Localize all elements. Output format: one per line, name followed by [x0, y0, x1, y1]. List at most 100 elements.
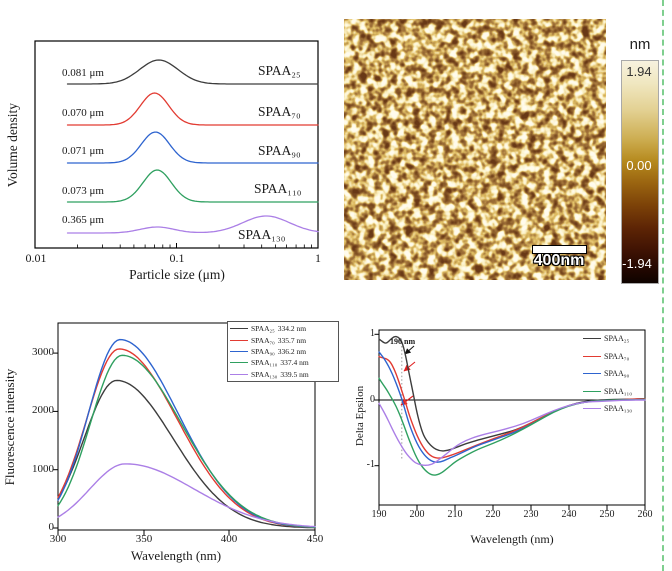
legend-entry: SPAA₉₀ 336.2 nm	[230, 346, 336, 357]
fluor-y-axis-label: Fluorescence intensity	[2, 368, 17, 486]
fluor-ytick-1000: 1000	[32, 463, 54, 475]
legend-peak-value: 336.2 nm	[277, 346, 307, 356]
peak-size-label: 0.071 μm	[62, 145, 104, 157]
x-ticks	[57, 530, 316, 535]
dls-x-axis-label: Particle size (μm)	[129, 267, 225, 282]
dls-xtick-0.01: 0.01	[25, 251, 47, 265]
legend-entry: SPAA₉₀	[583, 365, 632, 383]
afm-texture	[344, 19, 606, 280]
afm-image: 400nm	[344, 19, 606, 280]
series-label: SPAA₁₁₀	[254, 181, 302, 196]
legend-entry: SPAA₇₀ 335.7 nm	[230, 334, 336, 345]
x-ticks	[378, 505, 646, 510]
x-major-ticks	[34, 243, 319, 248]
legend-series-name: SPAA₉₀	[604, 369, 630, 379]
dls-xtick-0.1: 0.1	[169, 251, 185, 265]
fluor-xtick-400: 400	[220, 533, 238, 545]
colorbar-unit: nm	[629, 36, 651, 53]
cd-y-axis-label: Delta Epsilon	[354, 385, 366, 447]
legend-peak-value: 337.4 nm	[280, 358, 309, 368]
y-ticks	[374, 333, 379, 467]
axis-frame	[378, 329, 646, 506]
legend-series-name: SPAA₇₀	[251, 335, 275, 345]
series-label: SPAA₇₀	[258, 104, 301, 119]
legend-entry: SPAA₇₀	[583, 348, 632, 366]
axis-frame	[57, 322, 316, 531]
cd-xtick-190: 190	[371, 509, 387, 520]
fluorescence-plot-area	[53, 322, 316, 535]
peak-size-label: 0.070 μm	[62, 107, 104, 119]
cd-xtick-250: 250	[599, 509, 615, 520]
peak-size-label: 0.081 μm	[62, 67, 104, 79]
cd-ytick-1: 1	[370, 328, 375, 339]
legend-peak-value: 335.7 nm	[277, 335, 307, 345]
legend-series-name: SPAA₂₅	[604, 334, 630, 344]
legend-series-name: SPAA₁₃₀	[251, 369, 278, 379]
colorbar-max: 1.94	[626, 64, 652, 79]
series-label: SPAA₁₃₀	[238, 227, 286, 242]
series-label: SPAA₂₅	[258, 63, 301, 78]
legend-line-sample	[583, 390, 601, 392]
legend-line-sample	[230, 350, 248, 352]
cd-x-axis-label: Wavelength (nm)	[470, 532, 554, 546]
fluor-xtick-350: 350	[135, 533, 153, 545]
fluor-ytick-0: 0	[48, 521, 55, 533]
panel-cd-spectra: Delta Epsilon 196 nm 1 0 -1 190 200 210 …	[340, 300, 672, 571]
cd-xtick-210: 210	[447, 509, 463, 520]
cd-ytick-0: 0	[370, 394, 375, 405]
peak-size-label: 0.073 μm	[62, 185, 104, 197]
cd-xtick-240: 240	[561, 509, 577, 520]
legend-peak-value: 339.5 nm	[280, 369, 309, 379]
fluor-xtick-300: 300	[49, 533, 67, 545]
legend-line-sample	[583, 355, 601, 357]
fluor-x-axis-label: Wavelength (nm)	[130, 548, 222, 563]
legend-peak-value: 334.2 nm	[277, 324, 307, 334]
peak-size-label: 0.365 μm	[62, 214, 104, 226]
dls-plot-area	[34, 40, 319, 249]
cd-legend: SPAA₂₅ SPAA₇₀ SPAA₉₀ SPAA₁₁₀ SPAA₁₃₀	[583, 330, 632, 418]
legend-series-name: SPAA₇₀	[604, 351, 630, 361]
selection-marquee-line	[662, 0, 664, 571]
legend-entry: SPAA₁₃₀	[583, 400, 632, 418]
panel-fluorescence: Fluorescence intensity 0 1000 2000 3000 …	[0, 300, 340, 571]
dls-y-axis-label: Volume density	[5, 102, 20, 188]
legend-entry: SPAA₁₃₀ 339.5 nm	[230, 369, 336, 380]
annotation-arrow-red-1	[403, 361, 416, 372]
legend-series-name: SPAA₂₅	[251, 324, 275, 334]
curve-SPAA₁₃₀	[57, 463, 316, 528]
cd-xtick-220: 220	[485, 509, 501, 520]
cd-xtick-260: 260	[637, 509, 653, 520]
legend-series-name: SPAA₁₁₀	[251, 358, 278, 368]
legend-line-sample	[583, 373, 601, 375]
legend-entry: SPAA₂₅	[583, 330, 632, 348]
scale-bar	[532, 245, 587, 254]
cd-xtick-230: 230	[523, 509, 539, 520]
curve-SPAA₂₅	[57, 379, 316, 529]
legend-line-sample	[230, 362, 248, 364]
fluor-ytick-3000: 3000	[32, 346, 54, 358]
series-label: SPAA₉₀	[258, 143, 301, 158]
colorbar-min: -1.94	[622, 256, 652, 271]
legend-line-sample	[583, 408, 601, 410]
cd-xtick-200: 200	[409, 509, 425, 520]
annotation-arrow-black	[404, 345, 415, 355]
legend-series-name: SPAA₁₃₀	[604, 404, 633, 414]
curve-SPAA₁₃₀	[378, 399, 646, 467]
legend-entry: SPAA₁₁₀	[583, 383, 632, 401]
legend-series-name: SPAA₁₁₀	[604, 386, 633, 396]
cd-annotation-196nm: 196 nm	[390, 337, 416, 346]
colorbar-mid: 0.00	[626, 158, 652, 173]
cd-plot-area	[374, 329, 646, 510]
fluor-ytick-2000: 2000	[32, 404, 54, 416]
curve-SPAA₂₅	[66, 59, 319, 85]
fluor-xtick-450: 450	[306, 533, 324, 545]
curve-SPAA₁₃₀	[66, 215, 319, 234]
legend-line-sample	[230, 373, 248, 375]
height-colorbar	[621, 60, 659, 284]
legend-line-sample	[230, 328, 248, 330]
panel-size-distribution: Volume density 0.01 0.1 1 Particle size …	[0, 0, 336, 300]
legend-series-name: SPAA₉₀	[251, 346, 275, 356]
legend-line-sample	[583, 338, 601, 340]
dls-xtick-1: 1	[315, 251, 321, 265]
